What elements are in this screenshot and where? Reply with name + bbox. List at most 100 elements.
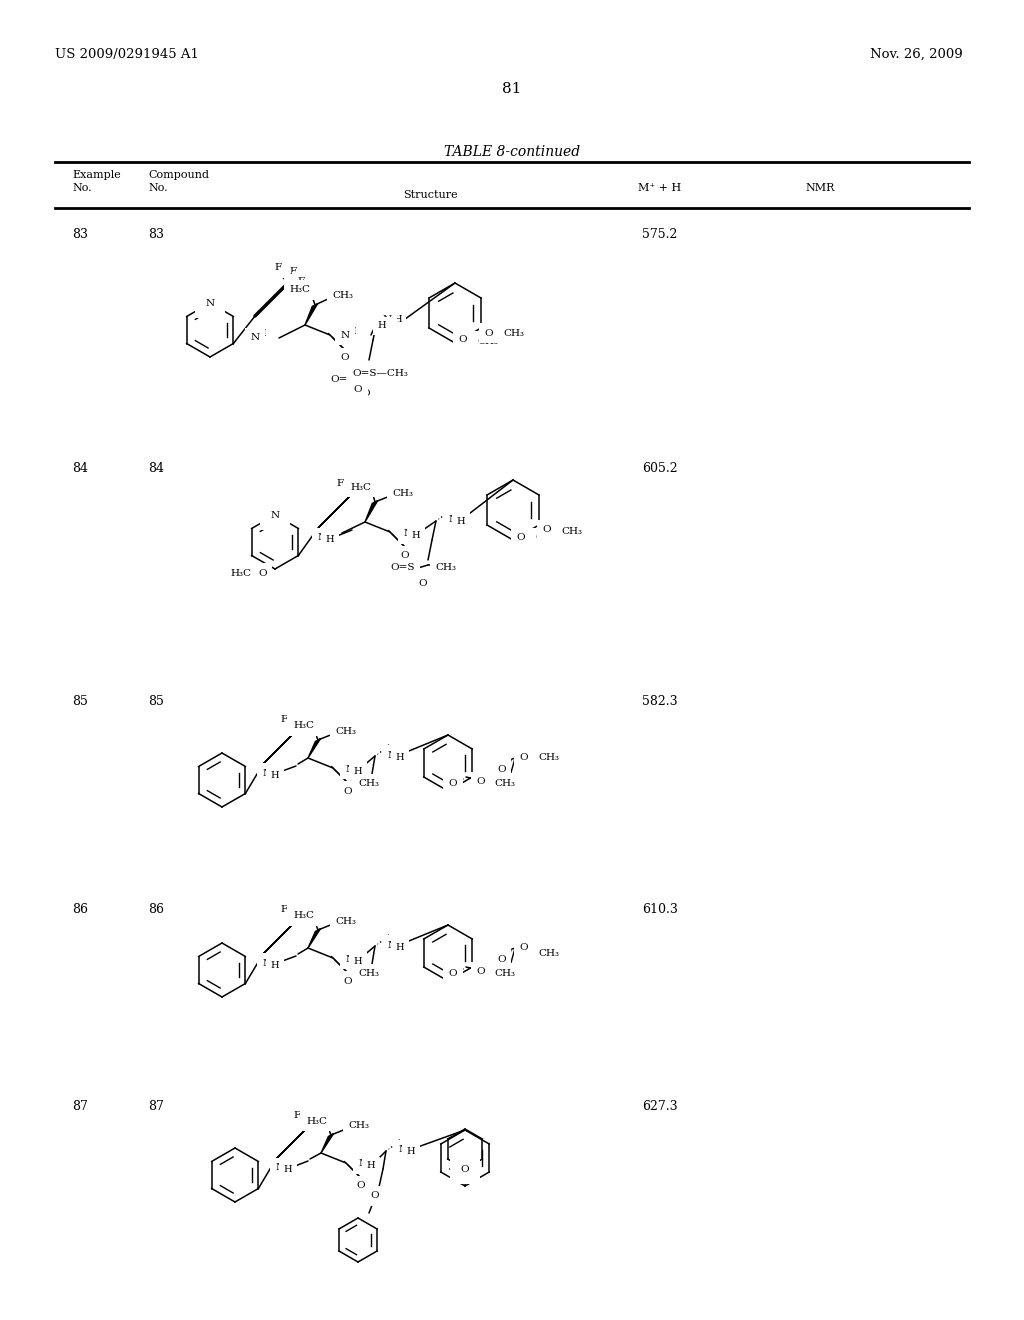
Text: N: N [345,954,354,964]
Text: O: O [361,388,371,397]
Text: 86: 86 [72,903,88,916]
Text: H: H [353,767,362,776]
Text: F: F [293,717,300,726]
Text: O: O [520,942,528,952]
Text: F: F [359,487,367,496]
Text: O: O [498,954,506,964]
Text: N: N [358,1159,368,1168]
Text: O: O [400,552,410,561]
Text: F: F [303,916,310,924]
Text: O: O [520,752,528,762]
Text: CH₃: CH₃ [535,533,556,543]
Text: 627.3: 627.3 [642,1100,678,1113]
Text: CH₃: CH₃ [503,330,524,338]
Text: H: H [367,1162,376,1171]
Text: F: F [281,906,288,915]
Text: 85: 85 [148,696,164,708]
Text: H: H [393,315,401,325]
Text: CH₃: CH₃ [477,337,498,346]
Text: F: F [294,1110,301,1119]
Text: 84: 84 [72,462,88,475]
Text: O: O [449,779,458,788]
Text: O: O [484,329,494,338]
Text: 87: 87 [72,1100,88,1113]
Polygon shape [263,921,296,954]
Text: H₃C: H₃C [350,483,371,491]
Text: N: N [251,334,259,342]
Text: N: N [340,330,349,339]
Text: CH₃: CH₃ [335,726,356,735]
Text: O: O [461,1164,469,1173]
Text: H: H [270,771,280,780]
Text: CH₃: CH₃ [561,527,582,536]
Text: CH₃: CH₃ [358,780,380,788]
Text: N: N [382,315,391,325]
Text: F: F [316,1121,324,1130]
Text: O=S—CH₃: O=S—CH₃ [352,368,408,378]
Text: F: F [290,267,297,276]
Text: 87: 87 [148,1100,164,1113]
Text: H: H [378,322,386,330]
Text: H₃C: H₃C [230,569,251,578]
Text: CH₃: CH₃ [392,488,413,498]
Text: H: H [348,327,356,337]
Text: N: N [206,298,215,308]
Text: Nov. 26, 2009: Nov. 26, 2009 [870,48,963,61]
Text: 81: 81 [503,82,521,96]
Text: H: H [407,1147,416,1156]
Text: F: F [293,907,300,916]
Text: NMR: NMR [805,183,835,193]
Text: N: N [387,751,396,759]
Polygon shape [276,1126,309,1159]
Polygon shape [305,304,317,325]
Text: CH₃: CH₃ [495,779,515,788]
Polygon shape [308,928,321,948]
Text: F: F [305,1111,312,1121]
Text: CH₃: CH₃ [332,292,353,301]
Text: O: O [353,385,362,395]
Text: 575.2: 575.2 [642,228,678,242]
Text: M⁺ + H: M⁺ + H [638,183,682,193]
Text: N: N [270,511,280,520]
Text: H: H [284,1166,292,1175]
Text: 83: 83 [148,228,164,242]
Text: O: O [459,335,467,345]
Polygon shape [308,739,321,758]
Text: Structure: Structure [402,190,458,201]
Text: CH₃: CH₃ [538,949,559,957]
Text: CH₃: CH₃ [335,916,356,925]
Text: N: N [398,1146,408,1155]
Text: N: N [262,958,271,968]
Text: O: O [258,569,267,578]
Text: O: O [341,354,349,363]
Text: 83: 83 [72,228,88,242]
Text: No.: No. [148,183,168,193]
Text: H: H [270,961,280,969]
Text: N: N [345,764,354,774]
Text: H₃C: H₃C [293,722,314,730]
Text: CH₃: CH₃ [358,969,380,978]
Text: H: H [395,942,404,952]
Text: CH₃: CH₃ [495,969,515,978]
Text: O: O [449,969,458,978]
Text: N: N [275,1163,285,1172]
Text: O: O [476,968,484,977]
Text: 85: 85 [72,696,88,708]
Text: O: O [498,764,506,774]
Text: N: N [449,515,458,524]
Text: O: O [476,777,484,787]
Text: H: H [326,536,334,544]
Polygon shape [263,731,296,764]
Text: 84: 84 [148,462,164,475]
Text: CH₃: CH₃ [348,1122,369,1130]
Text: F: F [297,277,304,286]
Text: 605.2: 605.2 [642,462,678,475]
Text: H₃C: H₃C [306,1117,327,1126]
Text: 582.3: 582.3 [642,696,678,708]
Text: O: O [419,578,427,587]
Text: O: O [371,1192,379,1200]
Text: F: F [303,726,310,734]
Text: 86: 86 [148,903,164,916]
Text: N: N [403,529,413,539]
Text: H: H [353,957,362,965]
